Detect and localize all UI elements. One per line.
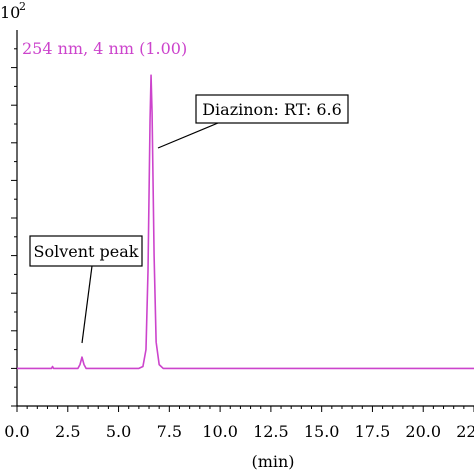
x-tick-label: 5.0 <box>106 422 131 441</box>
annotation-label: Diazinon: RT: 6.6 <box>202 100 342 119</box>
annotation-label: Solvent peak <box>34 242 139 261</box>
y-multiplier: 10 2 <box>0 0 26 22</box>
x-axis-label: (min) <box>251 452 294 471</box>
x-tick-label: 12.5 <box>253 422 289 441</box>
y-multiplier-base: 10 <box>0 3 20 22</box>
annotation-box <box>29 235 143 267</box>
annotation-leader <box>81 265 93 344</box>
x-tick-label: 17.5 <box>355 422 391 441</box>
x-tick-label: 22.5 <box>456 422 474 441</box>
axes <box>16 30 474 407</box>
x-tick-label: 7.5 <box>157 422 182 441</box>
series <box>17 74 474 370</box>
x-tick-label: 15.0 <box>304 422 340 441</box>
x-tick-label: 10.0 <box>202 422 238 441</box>
x-tick-label: 2.5 <box>55 422 80 441</box>
ticks: 0.0 2.5 5.0 7.5 10.0 12.5 15.0 17.5 20.0 22.5 <box>4 48 474 441</box>
y-multiplier-exponent: 2 <box>19 0 26 13</box>
annotations: Solvent peak Diazinon: RT: 6.6 <box>29 94 349 344</box>
x-tick-label: 20.0 <box>405 422 441 441</box>
series-legend-label: 254 nm, 4 nm (1.00) <box>22 39 187 58</box>
annotation-box <box>195 94 349 124</box>
x-tick-label: 0.0 <box>4 422 29 441</box>
series-line <box>17 74 474 370</box>
annotation-leader <box>157 122 219 149</box>
